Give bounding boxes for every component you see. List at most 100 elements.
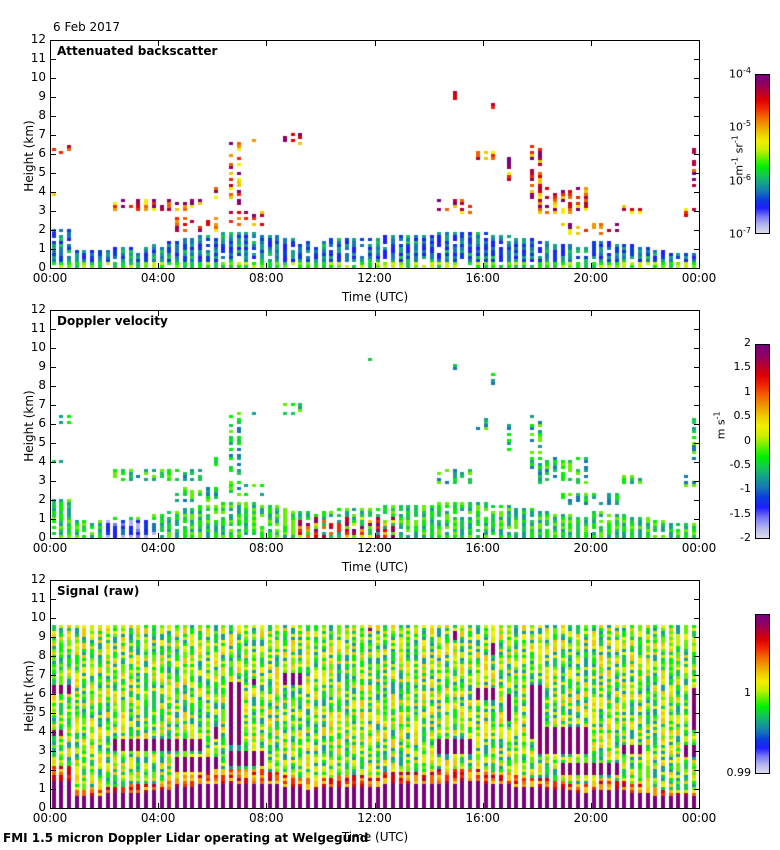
ytick-label: 7: [38, 127, 46, 141]
ytick-right: [694, 192, 700, 193]
ytick-left: [50, 637, 56, 638]
signal-xlabel: Time (UTC): [341, 830, 409, 844]
ytick-right: [694, 310, 700, 311]
ytick-left: [50, 40, 56, 41]
ytick-right: [694, 481, 700, 482]
ytick-label: 4: [38, 724, 46, 738]
ytick-label: 12: [30, 32, 46, 46]
ytick-right: [694, 211, 700, 212]
ytick-left: [50, 580, 56, 581]
xtick-top: [699, 40, 700, 46]
ytick-left: [50, 538, 56, 539]
velocity-colorbar: [755, 344, 770, 539]
ytick-label: 1: [38, 781, 46, 795]
ytick-left: [50, 310, 56, 311]
ytick-label: 7: [38, 397, 46, 411]
xtick-label: 20:00: [573, 541, 609, 555]
xtick-label: 20:00: [573, 811, 609, 825]
ytick-left: [50, 192, 56, 193]
ytick-label: 2: [38, 222, 46, 236]
velocity-plot-area: Doppler velocity: [50, 310, 700, 539]
ytick-label: 5: [38, 435, 46, 449]
xtick-label: 00:00: [32, 541, 68, 555]
xtick-label: 00:00: [681, 271, 717, 285]
xtick-top: [158, 310, 160, 316]
ytick-right: [694, 732, 700, 733]
colorbar-tick-label: 1.5: [733, 360, 752, 374]
ytick-label: 11: [30, 51, 46, 65]
colorbar-tick-label: 1: [744, 384, 751, 398]
ytick-right: [694, 135, 700, 136]
xtick-label: 08:00: [249, 811, 284, 825]
ytick-right: [694, 500, 700, 501]
unit-m: m: [732, 164, 746, 176]
ytick-left: [50, 481, 56, 482]
xtick-top: [482, 310, 484, 316]
ytick-right: [694, 694, 700, 695]
ytick-right: [694, 367, 700, 368]
ytick-right: [694, 405, 700, 406]
ytick-right: [694, 462, 700, 463]
tick-base: 10: [729, 227, 744, 241]
ytick-left: [50, 154, 56, 155]
xtick-top: [699, 310, 700, 316]
ytick-right: [694, 599, 700, 600]
signal-heatmap: [51, 581, 699, 808]
ytick-left: [50, 443, 56, 444]
ytick-right: [694, 519, 700, 520]
ytick-left: [50, 618, 56, 619]
xtick-bottom: [50, 803, 51, 809]
ytick-label: 9: [38, 629, 46, 643]
ytick-left: [50, 713, 56, 714]
xtick-bottom: [590, 263, 592, 269]
xtick-label: 12:00: [357, 811, 392, 825]
signal-colorbar: [755, 614, 770, 774]
backscatter-colorbar-unit: m-1 sr-1: [731, 125, 746, 185]
xtick-top: [374, 310, 376, 316]
ytick-label: 3: [38, 473, 46, 487]
tick-exp: -6: [743, 172, 751, 182]
colorbar-tick-label: -2: [740, 531, 751, 544]
ytick-label: 3: [38, 203, 46, 217]
ytick-label: 11: [30, 321, 46, 335]
ytick-label: 11: [30, 591, 46, 605]
ytick-right: [694, 230, 700, 231]
ytick-label: 5: [38, 705, 46, 719]
xtick-bottom: [699, 533, 700, 539]
ytick-label: 2: [38, 762, 46, 776]
ytick-right: [694, 770, 700, 771]
ytick-label: 4: [38, 454, 46, 468]
ytick-label: 1: [38, 511, 46, 525]
xtick-label: 12:00: [357, 271, 392, 285]
colorbar-tick-label: 0.5: [733, 409, 752, 423]
xtick-top: [590, 580, 592, 586]
tick-base: 10: [729, 174, 744, 188]
xtick-bottom: [482, 803, 484, 809]
unit-m-exp: -1: [730, 156, 740, 165]
backscatter-heatmap: [51, 41, 699, 268]
tick-base: 10: [729, 67, 744, 81]
ytick-right: [694, 329, 700, 330]
backscatter-colorbar: [755, 74, 770, 234]
xtick-top: [482, 40, 484, 46]
ytick-left: [50, 808, 56, 809]
backscatter-title: Attenuated backscatter: [57, 44, 218, 58]
ytick-right: [694, 538, 700, 539]
xtick-label: 08:00: [249, 271, 284, 285]
xtick-top: [374, 40, 376, 46]
ytick-right: [694, 789, 700, 790]
ytick-label: 12: [30, 572, 46, 586]
ytick-right: [694, 808, 700, 809]
xtick-bottom: [158, 263, 160, 269]
ytick-label: 2: [38, 492, 46, 506]
xtick-bottom: [374, 263, 376, 269]
ytick-right: [694, 116, 700, 117]
ytick-left: [50, 500, 56, 501]
xtick-bottom: [50, 533, 51, 539]
ytick-label: 10: [30, 70, 46, 84]
ytick-label: 0: [38, 530, 46, 544]
velocity-colorbar-unit: m s-1: [713, 395, 728, 455]
date-label: 6 Feb 2017: [53, 20, 121, 34]
ytick-left: [50, 173, 56, 174]
ytick-right: [694, 443, 700, 444]
